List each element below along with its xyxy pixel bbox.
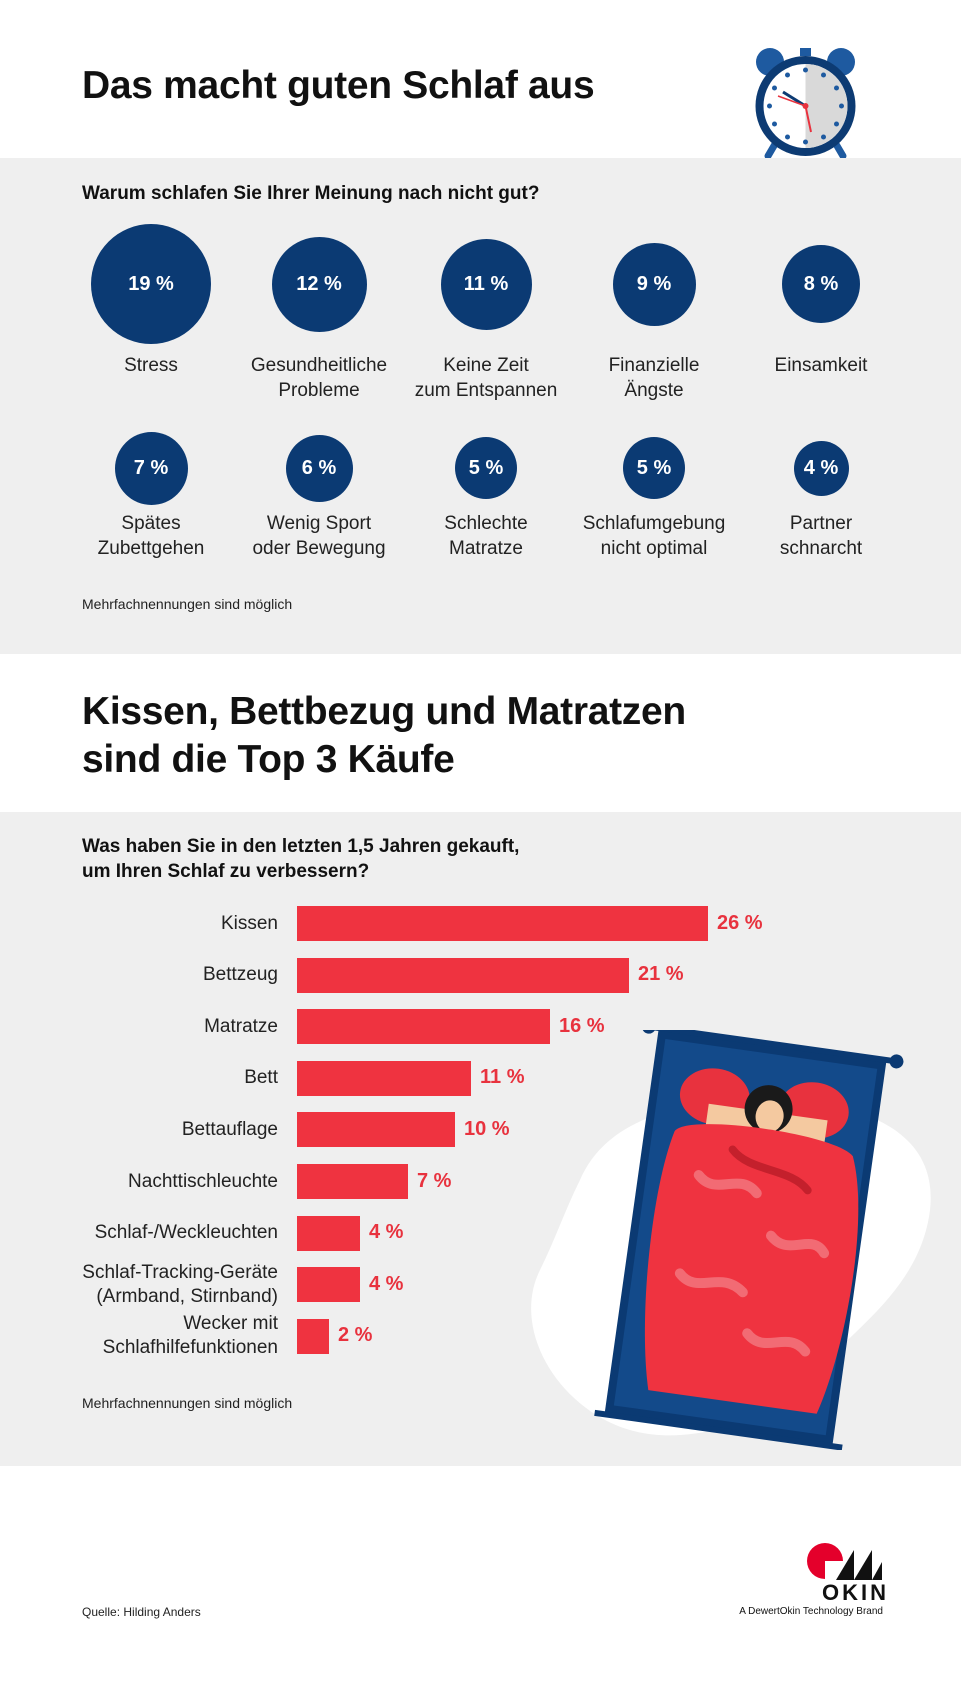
reason-bubble: 11 % bbox=[440, 238, 532, 330]
purchase-bar bbox=[297, 906, 708, 941]
purchase-value: 4 % bbox=[369, 1221, 404, 1244]
purchase-label-line: Bett bbox=[244, 1067, 278, 1089]
purchase-label: Nachttischleuchte bbox=[78, 1170, 278, 1194]
purchase-label-line: Bettzeug bbox=[203, 964, 278, 986]
purchase-bar bbox=[297, 1009, 550, 1045]
reason-bubble: 5 % bbox=[455, 437, 517, 499]
purchase-label: Bettzeug bbox=[78, 963, 278, 987]
purchase-bar bbox=[297, 1318, 329, 1354]
reason-label-line: Schlafumgebung bbox=[582, 513, 726, 534]
reason-label-line: Spätes bbox=[121, 513, 181, 534]
reason-bubble: 5 % bbox=[623, 437, 685, 499]
reason-label: Einsamkeit bbox=[731, 353, 911, 378]
reason-label-line: nicht optimal bbox=[600, 538, 708, 559]
reason-label: Keine Zeit zum Entspannen bbox=[396, 353, 576, 403]
purchase-value: 2 % bbox=[338, 1324, 373, 1347]
page-title: Das macht guten Schlaf aus bbox=[82, 64, 595, 107]
purchase-label: Kissen bbox=[78, 912, 278, 936]
purchase-label-line: (Armband, Stirnband) bbox=[96, 1285, 278, 1307]
alarm-clock-icon bbox=[755, 48, 856, 160]
brand-name: OKIN bbox=[822, 1580, 889, 1605]
reason-label-line: oder Bewegung bbox=[252, 538, 386, 559]
purchase-label-line: Schlaf-Tracking-Geräte bbox=[82, 1261, 278, 1283]
purchase-value: 26 % bbox=[717, 911, 763, 934]
purchase-label: Bett bbox=[78, 1066, 278, 1090]
reason-label-line: Zubettgehen bbox=[97, 538, 205, 559]
reason-label: Gesundheitliche Probleme bbox=[229, 353, 409, 403]
purchase-label-line: Schlafhilfefunktionen bbox=[102, 1337, 278, 1359]
reason-label-line: Schlechte bbox=[444, 513, 528, 534]
purchase-label-line: Matratze bbox=[204, 1015, 278, 1037]
reason-label-line: schnarcht bbox=[779, 538, 863, 559]
purchase-bar bbox=[297, 1267, 360, 1303]
reason-bubble: 6 % bbox=[285, 434, 353, 502]
reason-label: Finanzielle Ängste bbox=[564, 353, 744, 403]
purchase-bar bbox=[297, 957, 629, 993]
reason-label-line: Finanzielle bbox=[608, 355, 700, 376]
purchase-value: 10 % bbox=[464, 1117, 510, 1140]
reason-label-line: Matratze bbox=[449, 538, 523, 559]
purchase-label: Schlaf-Tracking-Geräte (Armband, Stirnban… bbox=[78, 1261, 278, 1309]
purchase-label-line: Schlaf-/Weckleuchten bbox=[94, 1222, 278, 1244]
purchase-label: Matratze bbox=[78, 1015, 278, 1039]
purchases-question: Was haben Sie in den letzten 1,5 Jahren … bbox=[82, 834, 519, 884]
reason-label-line: Ängste bbox=[624, 380, 684, 401]
reason-label-line: Partner bbox=[789, 513, 853, 534]
reason-label: Schlafumgebung nicht optimal bbox=[564, 511, 744, 561]
purchase-label: Bettauflage bbox=[78, 1118, 278, 1142]
reason-bubble: 12 % bbox=[271, 236, 367, 332]
brand-subtitle: A DewertOkin Technology Brand bbox=[739, 1606, 883, 1617]
purchase-bar bbox=[297, 1112, 455, 1148]
reason-label-line: Gesundheitliche bbox=[250, 355, 388, 376]
reason-label: Schlechte Matratze bbox=[396, 511, 576, 561]
reason-label-line: Einsamkeit bbox=[774, 355, 868, 376]
reason-label-line: Keine Zeit bbox=[443, 355, 529, 376]
purchase-value: 16 % bbox=[559, 1014, 605, 1037]
reason-label: Stress bbox=[61, 353, 241, 378]
purchase-label: Wecker mit Schlafhilfefunktionen bbox=[78, 1312, 278, 1360]
reason-label-line: Wenig Sport bbox=[266, 513, 372, 534]
source-note: Quelle: Hilding Anders bbox=[82, 1605, 201, 1619]
reasons-question: Warum schlafen Sie Ihrer Meinung nach ni… bbox=[82, 183, 540, 204]
purchase-label-line: Wecker mit bbox=[183, 1313, 278, 1335]
reason-bubble: 4 % bbox=[793, 440, 849, 496]
purchase-value: 7 % bbox=[417, 1169, 452, 1192]
okin-logo bbox=[807, 1543, 882, 1580]
reasons-note: Mehrfachnennungen sind möglich bbox=[82, 596, 293, 612]
purchases-question-line1: Was haben Sie in den letzten 1,5 Jahren … bbox=[82, 836, 520, 857]
reason-label: Spätes Zubettgehen bbox=[61, 511, 241, 561]
purchase-bar bbox=[297, 1215, 360, 1251]
purchase-label-line: Kissen bbox=[220, 912, 278, 934]
section-title: Kissen, Bettbezug und Matratzen sind die… bbox=[82, 688, 686, 784]
purchase-bar bbox=[297, 1164, 408, 1199]
purchases-question-line2: um Ihren Schlaf zu verbessern? bbox=[82, 861, 370, 882]
reason-bubble: 7 % bbox=[114, 431, 188, 505]
purchase-label-line: Bettauflage bbox=[181, 1118, 278, 1140]
section-title-line2: sind die Top 3 Käufe bbox=[82, 738, 455, 781]
reason-bubble: 19 % bbox=[91, 224, 211, 344]
purchase-value: 11 % bbox=[480, 1066, 525, 1089]
reason-label: Partner schnarcht bbox=[731, 511, 911, 561]
reason-bubble: 9 % bbox=[612, 242, 696, 326]
reason-label-line: Probleme bbox=[278, 380, 360, 401]
reason-bubble: 8 % bbox=[782, 245, 860, 323]
purchase-value: 4 % bbox=[369, 1272, 404, 1295]
purchase-label-line: Nachttischleuchte bbox=[128, 1170, 278, 1192]
reason-label-line: zum Entspannen bbox=[414, 380, 558, 401]
purchase-label: Schlaf-/Weckleuchten bbox=[78, 1221, 278, 1245]
purchase-value: 21 % bbox=[638, 963, 684, 986]
section-title-line1: Kissen, Bettbezug und Matratzen bbox=[82, 690, 686, 733]
reason-label-line: Stress bbox=[124, 355, 178, 376]
sleeping-person-illustration bbox=[531, 1030, 931, 1450]
purchase-bar bbox=[297, 1060, 471, 1096]
reason-label: Wenig Sport oder Bewegung bbox=[229, 511, 409, 561]
purchases-note: Mehrfachnennungen sind möglich bbox=[82, 1395, 293, 1411]
